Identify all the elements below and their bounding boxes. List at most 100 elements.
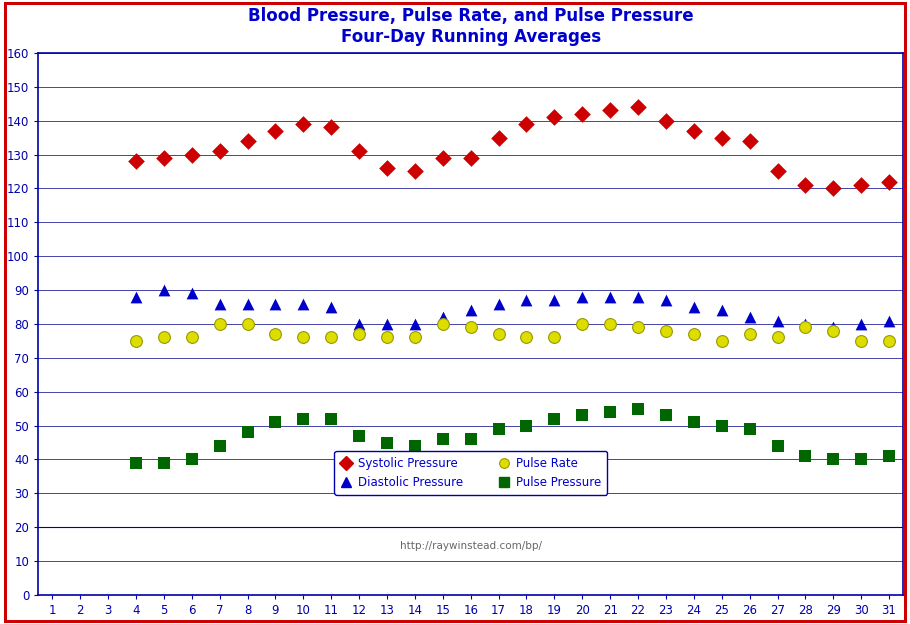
- Point: [826, 323, 841, 333]
- Point: [157, 458, 171, 468]
- Point: [770, 316, 784, 326]
- Point: [770, 333, 784, 343]
- Point: [296, 414, 310, 424]
- Point: [714, 305, 729, 315]
- Point: [686, 126, 701, 136]
- Point: [603, 105, 618, 115]
- Point: [352, 329, 367, 339]
- Point: [352, 431, 367, 441]
- Point: [882, 451, 896, 461]
- Point: [770, 167, 784, 177]
- Point: [659, 411, 673, 421]
- Point: [463, 434, 478, 444]
- Point: [854, 180, 868, 190]
- Point: [128, 458, 143, 468]
- Point: [296, 299, 310, 309]
- Point: [408, 441, 422, 451]
- Point: [631, 102, 645, 112]
- Point: [603, 407, 618, 417]
- Point: [659, 326, 673, 336]
- Point: [185, 288, 199, 298]
- Point: [854, 454, 868, 464]
- Point: [686, 329, 701, 339]
- Point: [491, 132, 506, 142]
- Point: [659, 295, 673, 305]
- Point: [268, 417, 283, 427]
- Point: [826, 454, 841, 464]
- Point: [157, 153, 171, 163]
- Point: [743, 312, 757, 322]
- Point: [798, 180, 813, 190]
- Point: [463, 323, 478, 333]
- Point: [324, 302, 339, 312]
- Point: [686, 417, 701, 427]
- Point: [436, 312, 450, 322]
- Point: [686, 302, 701, 312]
- Point: [547, 333, 561, 343]
- Point: [798, 451, 813, 461]
- Point: [520, 333, 534, 343]
- Point: [798, 319, 813, 329]
- Point: [854, 319, 868, 329]
- Point: [631, 404, 645, 414]
- Point: [185, 333, 199, 343]
- Point: [547, 112, 561, 122]
- Point: [798, 323, 813, 333]
- Point: [296, 119, 310, 129]
- Text: http://raywinstead.com/bp/: http://raywinstead.com/bp/: [399, 541, 541, 551]
- Point: [659, 115, 673, 125]
- Point: [128, 336, 143, 346]
- Point: [882, 316, 896, 326]
- Point: [379, 163, 394, 173]
- Point: [157, 285, 171, 295]
- Point: [212, 319, 227, 329]
- Point: [436, 434, 450, 444]
- Point: [157, 333, 171, 343]
- Point: [436, 153, 450, 163]
- Point: [575, 109, 590, 119]
- Point: [743, 136, 757, 146]
- Point: [714, 336, 729, 346]
- Point: [826, 326, 841, 336]
- Point: [463, 305, 478, 315]
- Point: [296, 333, 310, 343]
- Point: [520, 295, 534, 305]
- Point: [491, 329, 506, 339]
- Point: [491, 299, 506, 309]
- Point: [185, 454, 199, 464]
- Point: [603, 292, 618, 302]
- Point: [575, 411, 590, 421]
- Point: [882, 177, 896, 187]
- Point: [379, 319, 394, 329]
- Point: [520, 421, 534, 431]
- Point: [268, 126, 283, 136]
- Point: [436, 319, 450, 329]
- Point: [352, 146, 367, 156]
- Point: [240, 319, 255, 329]
- Point: [826, 183, 841, 193]
- Point: [352, 319, 367, 329]
- Point: [714, 132, 729, 142]
- Point: [491, 424, 506, 434]
- Point: [631, 292, 645, 302]
- Point: [379, 437, 394, 447]
- Point: [240, 299, 255, 309]
- Point: [324, 414, 339, 424]
- Point: [631, 323, 645, 333]
- Point: [882, 336, 896, 346]
- Point: [547, 414, 561, 424]
- Point: [212, 146, 227, 156]
- Point: [128, 292, 143, 302]
- Point: [379, 333, 394, 343]
- Point: [714, 421, 729, 431]
- Title: Blood Pressure, Pulse Rate, and Pulse Pressure
Four-Day Running Averages: Blood Pressure, Pulse Rate, and Pulse Pr…: [248, 7, 693, 46]
- Point: [854, 336, 868, 346]
- Point: [743, 329, 757, 339]
- Point: [240, 136, 255, 146]
- Point: [324, 122, 339, 132]
- Point: [212, 299, 227, 309]
- Point: [212, 441, 227, 451]
- Point: [575, 319, 590, 329]
- Point: [408, 333, 422, 343]
- Point: [575, 292, 590, 302]
